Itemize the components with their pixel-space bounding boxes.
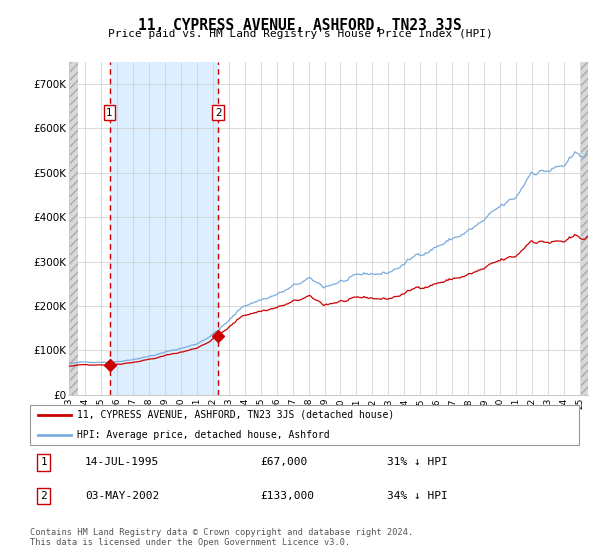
Text: 03-MAY-2002: 03-MAY-2002: [85, 491, 159, 501]
Text: £67,000: £67,000: [260, 458, 308, 468]
Text: 2: 2: [215, 108, 221, 118]
Text: 2: 2: [40, 491, 47, 501]
Text: 14-JUL-1995: 14-JUL-1995: [85, 458, 159, 468]
Text: 11, CYPRESS AVENUE, ASHFORD, TN23 3JS (detached house): 11, CYPRESS AVENUE, ASHFORD, TN23 3JS (d…: [77, 410, 394, 420]
Text: HPI: Average price, detached house, Ashford: HPI: Average price, detached house, Ashf…: [77, 430, 329, 440]
Text: Price paid vs. HM Land Registry's House Price Index (HPI): Price paid vs. HM Land Registry's House …: [107, 29, 493, 39]
Bar: [110, 62, 218, 395]
Text: 31% ↓ HPI: 31% ↓ HPI: [387, 458, 448, 468]
Text: £133,000: £133,000: [260, 491, 314, 501]
Text: 11, CYPRESS AVENUE, ASHFORD, TN23 3JS: 11, CYPRESS AVENUE, ASHFORD, TN23 3JS: [138, 18, 462, 33]
Bar: [69, 62, 78, 395]
Bar: [581, 62, 589, 395]
Text: 34% ↓ HPI: 34% ↓ HPI: [387, 491, 448, 501]
Text: 1: 1: [40, 458, 47, 468]
Text: Contains HM Land Registry data © Crown copyright and database right 2024.
This d: Contains HM Land Registry data © Crown c…: [30, 528, 413, 547]
FancyBboxPatch shape: [30, 405, 579, 445]
Text: 1: 1: [106, 108, 113, 118]
